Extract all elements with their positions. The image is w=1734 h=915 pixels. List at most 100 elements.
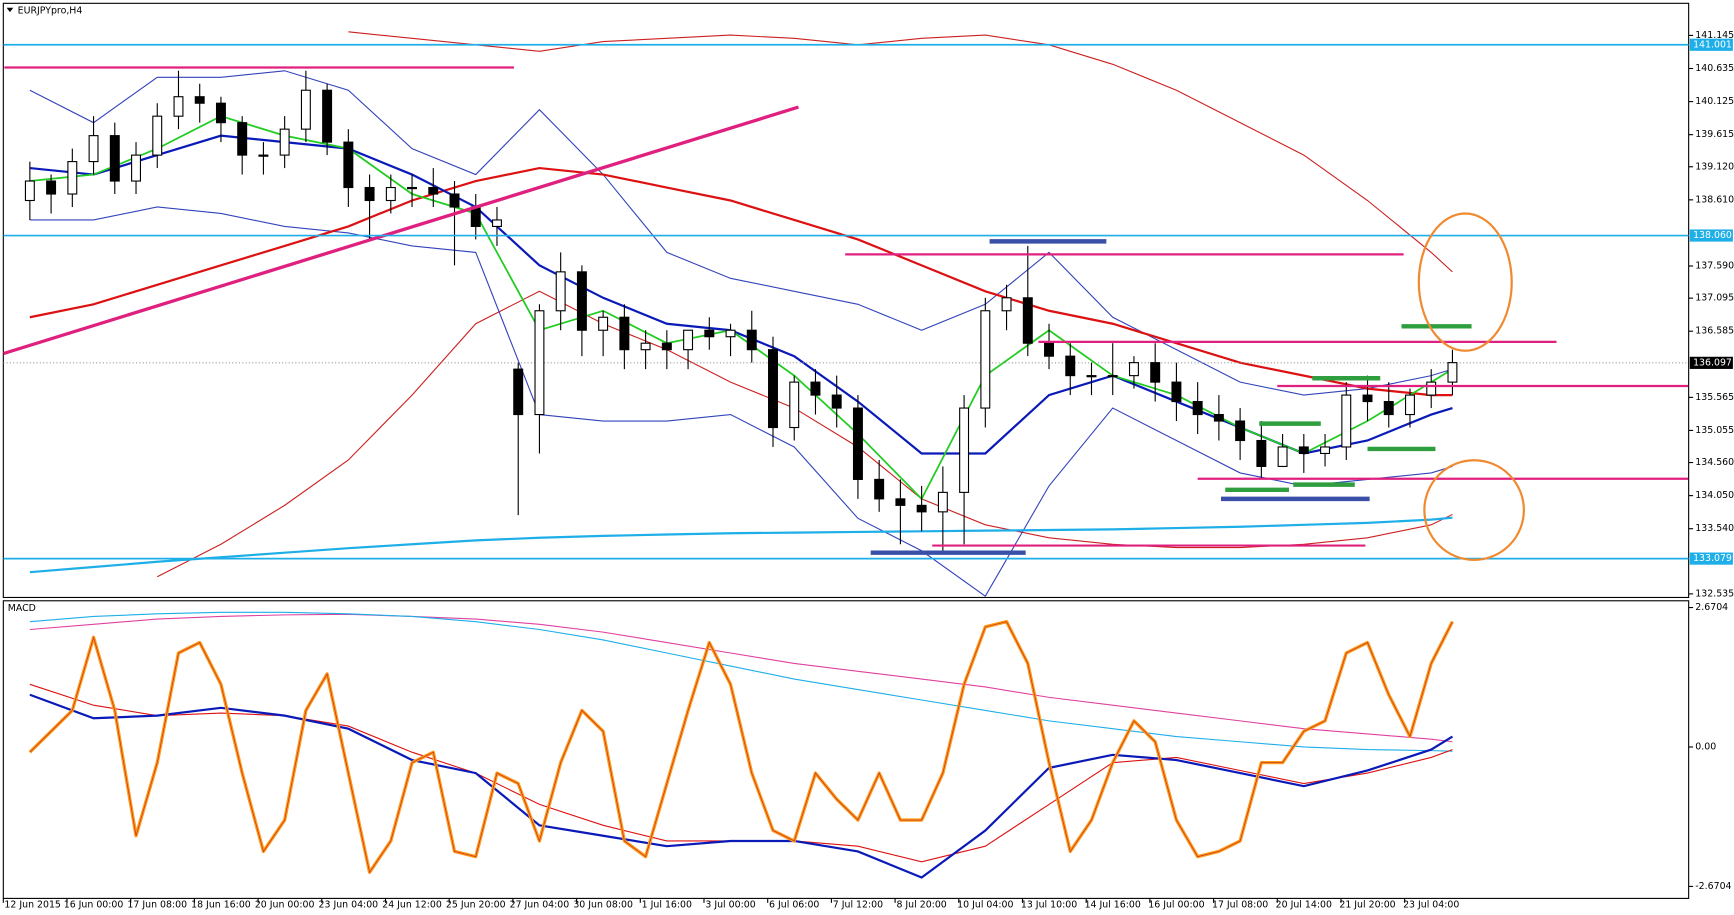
candle-body <box>173 96 184 117</box>
candle-body <box>1383 401 1394 416</box>
y-tick-label: 139.615 <box>1695 129 1734 140</box>
x-tick-label: 8 Jul 20:00 <box>896 900 946 911</box>
level-label: 133.079 <box>1693 553 1732 564</box>
candle-body <box>555 271 566 312</box>
candle-body <box>1298 446 1309 455</box>
x-tick-label: 16 Jul 00:00 <box>1148 900 1204 911</box>
main-pane-frame <box>2 2 1690 599</box>
level-label-box <box>1689 552 1733 565</box>
candle-body <box>683 329 694 351</box>
candle-body <box>916 504 927 513</box>
candle-body <box>789 381 800 429</box>
x-tick-label: 13 Jul 10:00 <box>1021 900 1077 911</box>
candle-body <box>364 186 375 202</box>
candle-body <box>1341 394 1352 448</box>
x-tick-label: 24 Jun 12:00 <box>382 900 442 911</box>
candle-body <box>215 102 226 124</box>
x-tick-label: 16 Jun 00:00 <box>64 900 124 911</box>
candle-body <box>1022 297 1033 344</box>
indicator-line <box>29 206 1453 597</box>
main-pane <box>3 31 1689 597</box>
candle-body <box>810 381 821 396</box>
symbol-title: EURJPYpro,H4 <box>18 6 83 17</box>
candle-body <box>831 394 842 409</box>
candle-body <box>407 186 418 190</box>
y-tick-label: -2.6704 <box>1695 881 1731 892</box>
candle-body <box>1277 446 1288 467</box>
x-tick-label: 21 Jul 20:00 <box>1339 900 1395 911</box>
candle-body <box>874 478 885 500</box>
candle-body <box>534 310 545 416</box>
candle-body <box>1447 362 1458 383</box>
y-tick-label: 141.145 <box>1695 30 1734 41</box>
candle-body <box>343 141 354 189</box>
candle-body <box>980 310 991 409</box>
y-tick-label: 135.055 <box>1695 425 1734 436</box>
y-tick-label: 136.585 <box>1695 326 1734 337</box>
indicator-line <box>29 115 1453 501</box>
x-tick-label: 14 Jul 16:00 <box>1085 900 1141 911</box>
candle-body <box>1405 394 1415 416</box>
y-tick-label: 134.560 <box>1695 457 1734 468</box>
macd-line <box>29 611 1453 752</box>
x-tick-label: 3 Jul 00:00 <box>705 900 755 911</box>
y-tick-label: 137.590 <box>1695 261 1734 272</box>
indicator-line <box>29 166 1453 397</box>
candle-body <box>322 89 333 143</box>
x-tick-label: 27 Jun 04:00 <box>510 900 570 911</box>
y-tick-label: 134.050 <box>1695 490 1734 501</box>
candle-body <box>46 180 57 195</box>
candle-body <box>1086 375 1097 378</box>
candle-body <box>852 407 863 480</box>
x-tick-label: 1 Jul 16:00 <box>642 900 692 911</box>
macd-pane-frame <box>2 600 1690 899</box>
candle-body <box>1128 362 1139 377</box>
level-label-box <box>1689 229 1733 242</box>
level-label: 141.001 <box>1693 39 1732 50</box>
level-label-box <box>1689 38 1733 51</box>
candle-body <box>746 329 757 351</box>
candle-body <box>895 498 906 506</box>
y-tick-label: 132.535 <box>1695 588 1734 599</box>
candle-body <box>513 368 524 416</box>
candle-body <box>279 128 290 156</box>
indicator-line <box>29 70 1453 396</box>
candle-body <box>1065 355 1076 377</box>
x-tick-label: 17 Jun 08:00 <box>127 900 187 911</box>
candle-body <box>131 154 141 182</box>
candle-body <box>88 135 99 163</box>
y-tick-label: 140.125 <box>1695 96 1734 107</box>
candle-body <box>194 96 205 104</box>
x-tick-label: 12 Jun 2015 <box>4 900 61 911</box>
highlight-ellipse <box>1417 212 1513 352</box>
x-tick-label: 23 Jun 04:00 <box>319 900 379 911</box>
candle-body <box>449 193 460 208</box>
y-tick-label: 2.6704 <box>1695 602 1728 613</box>
candle-body <box>1320 446 1331 455</box>
candle-body <box>428 186 439 195</box>
x-tick-label: 10 Jul 04:00 <box>957 900 1013 911</box>
candle-body <box>725 329 736 338</box>
candle-body <box>1235 420 1246 442</box>
menu-arrow[interactable] <box>6 7 14 13</box>
x-tick-label: 18 Jun 16:00 <box>191 900 251 911</box>
candle-body <box>300 89 311 130</box>
candle-body <box>385 186 396 202</box>
macd-line <box>29 693 1454 879</box>
candle-body <box>704 329 715 338</box>
y-tick-label: 138.610 <box>1695 194 1734 205</box>
candle-body <box>67 161 78 195</box>
candle-body <box>598 316 609 331</box>
candle-body <box>24 180 35 202</box>
candle-body <box>1107 375 1118 378</box>
candle-body <box>576 271 587 331</box>
candle-body <box>1256 439 1267 467</box>
candle-body <box>109 135 120 182</box>
x-tick-label: 20 Jul 14:00 <box>1276 900 1332 911</box>
macd-title: MACD <box>8 603 36 614</box>
oscillator-edge <box>29 621 1453 874</box>
candle-body <box>937 491 948 513</box>
